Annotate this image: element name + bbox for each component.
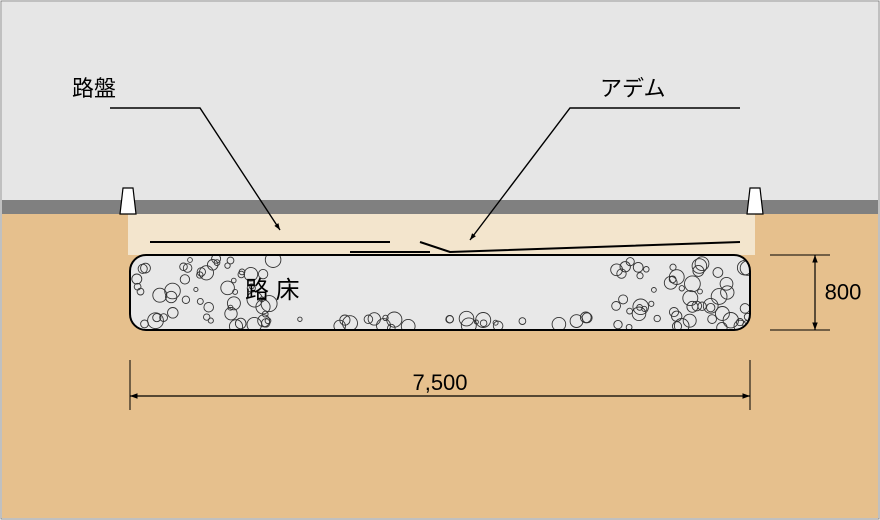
edge-marker	[120, 188, 136, 214]
label-roban: 路盤	[72, 76, 116, 101]
dim-width-value: 7,500	[412, 370, 467, 395]
edge-marker	[747, 188, 763, 214]
label-adem: アデム	[600, 76, 666, 101]
dim-height-value: 800	[825, 280, 862, 305]
diagram-svg: 路盤 アデム路 床 7,500 800	[0, 0, 880, 520]
label-rosho: 路 床	[245, 277, 300, 304]
sky-region	[2, 2, 878, 200]
